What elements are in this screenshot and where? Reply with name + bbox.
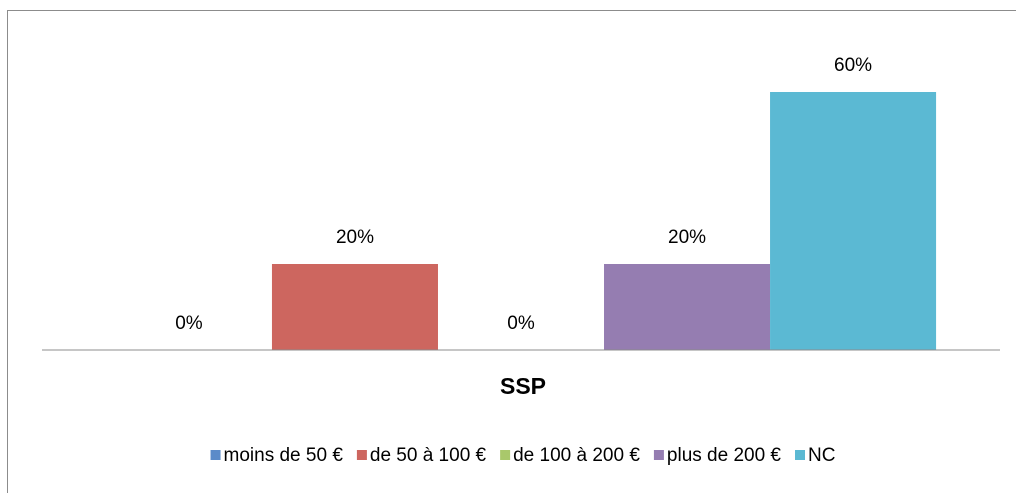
legend-swatch — [356, 450, 367, 460]
chart-title: SSP — [500, 373, 546, 399]
data-label: 20% — [336, 227, 374, 248]
legend-swatch — [210, 450, 221, 460]
legend-swatch — [500, 450, 511, 460]
legend-label: moins de 50 € — [224, 445, 344, 466]
bar — [770, 92, 937, 350]
legend-label: plus de 200 € — [667, 445, 782, 466]
data-label: 0% — [175, 313, 203, 334]
legend-label: de 100 à 200 € — [513, 445, 640, 466]
legend-label: NC — [808, 445, 835, 466]
legend-swatch — [653, 450, 664, 460]
data-label: 60% — [834, 55, 872, 76]
data-label: 20% — [668, 227, 706, 248]
legend-swatch — [795, 450, 806, 460]
legend-label: de 50 à 100 € — [370, 445, 487, 466]
bar — [271, 264, 438, 350]
bar — [604, 264, 771, 350]
data-label: 0% — [507, 313, 535, 334]
